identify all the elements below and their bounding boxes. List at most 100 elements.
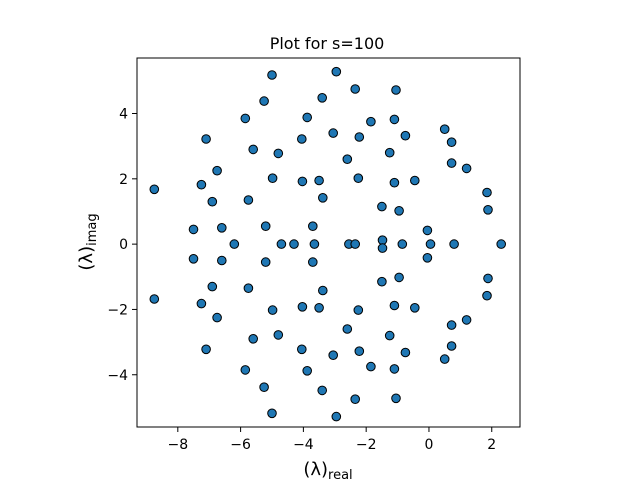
data-point [384,330,395,341]
data-point [267,305,278,315]
data-point [149,184,160,195]
data-point [400,130,411,141]
data-point [389,364,400,374]
data-point [207,281,218,292]
data-point [400,347,411,358]
data-point [446,341,457,351]
data-point [377,201,387,212]
plot-area-frame [136,57,521,428]
data-point [410,175,420,186]
data-point [240,113,251,124]
x-tick-label: −4 [293,437,314,453]
data-point [482,187,492,198]
data-point [331,66,342,77]
x-axis-label: (λ)real [303,459,352,480]
data-point [308,221,318,231]
data-point [196,179,207,190]
data-point [446,137,457,147]
y-tick-label: 4 [119,107,128,123]
y-tick-label: 2 [119,172,128,188]
data-point [309,239,320,249]
data-point [267,408,277,419]
data-point [354,346,365,357]
data-point [377,276,387,287]
data-point [389,114,400,125]
points-layer [149,66,507,422]
data-point [196,298,207,309]
data-point [439,124,450,134]
data-point [354,132,365,142]
data-point [314,303,324,313]
data-point [201,344,211,355]
data-point [260,221,271,231]
data-point [328,350,339,361]
data-point [317,385,328,396]
data-point [422,225,433,236]
data-point [422,252,433,263]
x-axis-ticks: −8 −6 −4 −2 0 2 [167,427,496,453]
data-point [248,144,258,155]
data-point [389,300,400,311]
data-point [331,411,342,422]
data-point [366,116,376,127]
data-point [483,205,493,215]
data-point [267,70,277,80]
data-point [461,163,472,174]
data-point [240,365,251,375]
data-point [267,173,278,183]
data-point [446,158,457,168]
y-tick-label: 0 [119,237,128,253]
y-axis-label-base: (λ) [76,246,97,271]
data-point [425,239,436,249]
chart-title: Plot for s=100 [270,34,385,53]
data-point [201,134,211,144]
data-point [483,273,493,284]
data-point [389,177,400,188]
data-point [377,243,388,253]
data-point [302,366,313,376]
data-point [394,206,404,216]
data-point [314,175,324,186]
data-point [188,253,199,264]
data-point [243,195,254,205]
y-tick-label: −2 [107,302,128,318]
data-point [297,176,308,187]
data-point [350,84,361,94]
x-tick-label: 0 [424,437,433,453]
data-point [149,294,160,304]
data-point [342,324,353,334]
data-point [496,239,507,249]
data-point [342,154,353,164]
data-point [391,85,401,95]
x-tick-label: −2 [356,437,377,453]
data-point [384,147,395,158]
data-point [317,93,328,103]
data-point [289,239,299,249]
data-point [353,173,364,183]
data-point [446,320,457,330]
data-point [318,285,328,296]
data-point [243,283,254,294]
y-axis-ticks: −4 −2 0 2 4 [107,107,137,384]
data-point [229,239,240,249]
data-point [273,330,284,340]
y-tick-label: −4 [107,368,128,384]
x-axis-label-base: (λ) [303,459,328,480]
x-axis-label-subscript: real [328,468,353,480]
data-point [410,303,420,313]
x-tick-label: −8 [167,437,188,453]
data-point [297,302,308,312]
x-tick-label: −6 [230,437,251,453]
data-point [377,235,388,245]
data-point [212,312,222,323]
data-point [188,224,199,235]
data-point [217,223,227,233]
data-point [248,334,258,344]
data-point [276,239,287,249]
data-point [217,255,227,266]
data-point [273,148,284,159]
data-point [259,96,269,106]
data-point [397,239,408,249]
y-axis-label-subscript: imag [85,213,100,246]
data-point [297,344,307,355]
